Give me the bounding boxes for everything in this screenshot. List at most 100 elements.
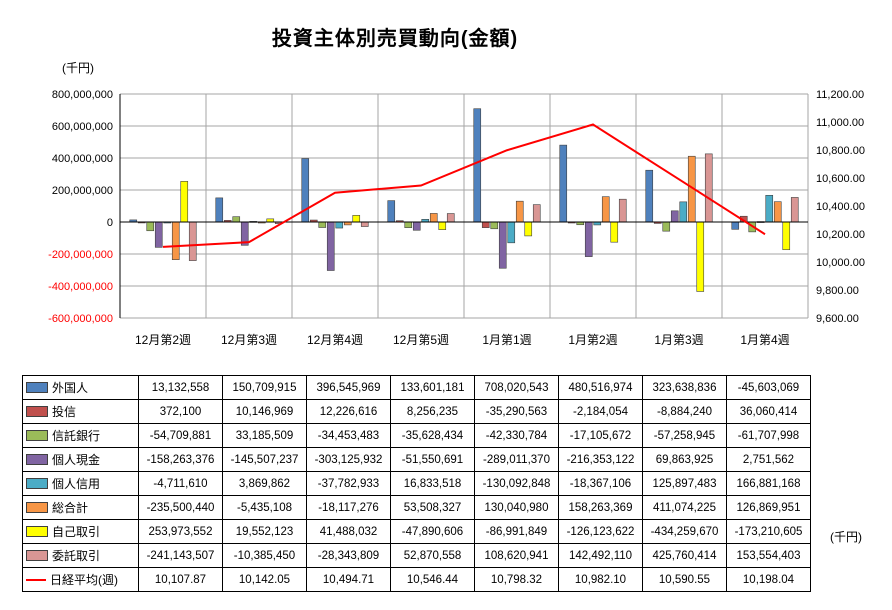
right-axis-label: 9,600.00 [816,313,859,325]
bar-委託取引 [446,213,455,223]
value-cell: -303,125,932 [306,447,391,472]
value-cell: 36,060,414 [726,399,811,424]
value-cell: 150,709,915 [222,375,307,400]
value-cell: -18,367,106 [558,471,643,496]
value-cell: 52,870,558 [390,543,475,568]
right-axis-unit: (千円) [830,530,862,544]
value-cell: 125,897,483 [642,471,727,496]
value-cell: -34,453,483 [306,423,391,448]
right-axis-label: 10,000.00 [816,257,865,269]
bar-自己取引 [438,221,447,230]
bar-legend-marker-icon [26,502,48,513]
line-legend-marker-icon [26,578,46,581]
value-cell: 69,863,925 [642,447,727,472]
value-cell: 12,226,616 [306,399,391,424]
value-cell: -10,385,450 [222,543,307,568]
bar-外国人 [645,169,654,223]
bar-個人信用 [335,221,344,229]
bar-legend-marker-icon [26,406,48,417]
bar-信託銀行 [490,221,499,230]
bar-自己取引 [524,221,533,237]
value-cell: 126,869,951 [726,495,811,520]
legend-entry: 投信 [25,403,136,420]
bar-legend-marker-icon [26,382,48,393]
value-cell: -45,603,069 [726,375,811,400]
value-cell: -8,884,240 [642,399,727,424]
bar-個人信用 [507,221,516,244]
bar-個人信用 [679,201,688,223]
value-cell: -17,105,672 [558,423,643,448]
bar-総合計 [515,200,524,223]
value-cell: 108,620,941 [474,543,559,568]
bar-個人現金 [154,221,163,248]
series-name-cell: 投信 [22,399,139,424]
value-cell: -35,628,434 [390,423,475,448]
value-cell: 10,107.87 [138,567,223,592]
bar-自己取引 [180,181,189,223]
data-table: 外国人 13,132,558 150,709,915 396,545,969 133,6… [22,375,811,592]
value-cell: 10,982.10 [558,567,643,592]
bar-委託取引 [704,153,713,223]
bar-個人現金 [326,221,335,271]
table-row-信託銀行: 信託銀行 -54,709,881 33,185,509 -34,453,483 -35,… [22,423,811,448]
value-cell: -216,353,122 [558,447,643,472]
bar-委託取引 [532,204,541,223]
bar-自己取引 [696,221,705,292]
value-cell: -434,259,670 [642,519,727,544]
value-cell: 425,760,414 [642,543,727,568]
value-cell: -241,143,507 [138,543,223,568]
value-cell: 2,751,562 [726,447,811,472]
bar-個人現金 [670,210,679,223]
bar-個人現金 [498,221,507,269]
value-cell: -61,707,998 [726,423,811,448]
series-name: 日経平均(週) [50,573,118,587]
value-cell: 10,142.05 [222,567,307,592]
left-axis-label: 800,000,000 [52,89,113,101]
value-cell: -289,011,370 [474,447,559,472]
bar-外国人 [387,200,396,223]
series-name-cell: 自己取引 [22,519,139,544]
value-cell: -126,123,622 [558,519,643,544]
legend-entry: 自己取引 [25,523,136,540]
value-cell: 166,881,168 [726,471,811,496]
legend-entry: 日経平均(週) [25,571,136,588]
value-cell: 53,508,327 [390,495,475,520]
category-label: 12月第2週 [135,333,191,347]
value-cell: -37,782,933 [306,471,391,496]
value-cell: 708,020,543 [474,375,559,400]
value-cell: 153,554,403 [726,543,811,568]
category-label: 1月第2週 [568,333,617,347]
table-row-個人信用: 個人信用 -4,711,610 3,869,862 -37,782,933 16,833… [22,471,811,496]
value-cell: 3,869,862 [222,471,307,496]
legend-entry: 委託取引 [25,547,136,564]
value-cell: -28,343,809 [306,543,391,568]
series-name-cell: 委託取引 [22,543,139,568]
value-cell: -54,709,881 [138,423,223,448]
value-cell: 41,488,032 [306,519,391,544]
bar-総合計 [601,196,610,223]
value-cell: -4,711,610 [138,471,223,496]
bar-外国人 [559,144,568,223]
bar-信託銀行 [146,221,155,232]
bar-外国人 [301,158,310,223]
value-cell: 372,100 [138,399,223,424]
value-cell: -158,263,376 [138,447,223,472]
bar-自己取引 [352,215,361,223]
table-row-自己取引: 自己取引 253,973,552 19,552,123 41,488,032 -47,8… [22,519,811,544]
category-label: 1月第4週 [740,333,789,347]
line-日経平均(週) [162,123,766,248]
value-cell: -18,117,276 [306,495,391,520]
bar-信託銀行 [232,216,241,223]
category-label: 1月第3週 [654,333,703,347]
series-name: 投信 [52,405,77,419]
bar-総合計 [429,213,438,223]
table-row-委託取引: 委託取引 -241,143,507 -10,385,450 -28,343,809 52… [22,543,811,568]
table-row-日経平均(週): 日経平均(週) 10,107.87 10,142.05 10,494.71 10,546… [22,567,811,592]
value-cell: -5,435,108 [222,495,307,520]
value-cell: 16,833,518 [390,471,475,496]
right-axis-label: 10,400.00 [816,201,865,213]
series-name: 総合計 [52,501,89,515]
value-cell: 33,185,509 [222,423,307,448]
value-cell: 10,198.04 [726,567,811,592]
series-name-cell: 信託銀行 [22,423,139,448]
